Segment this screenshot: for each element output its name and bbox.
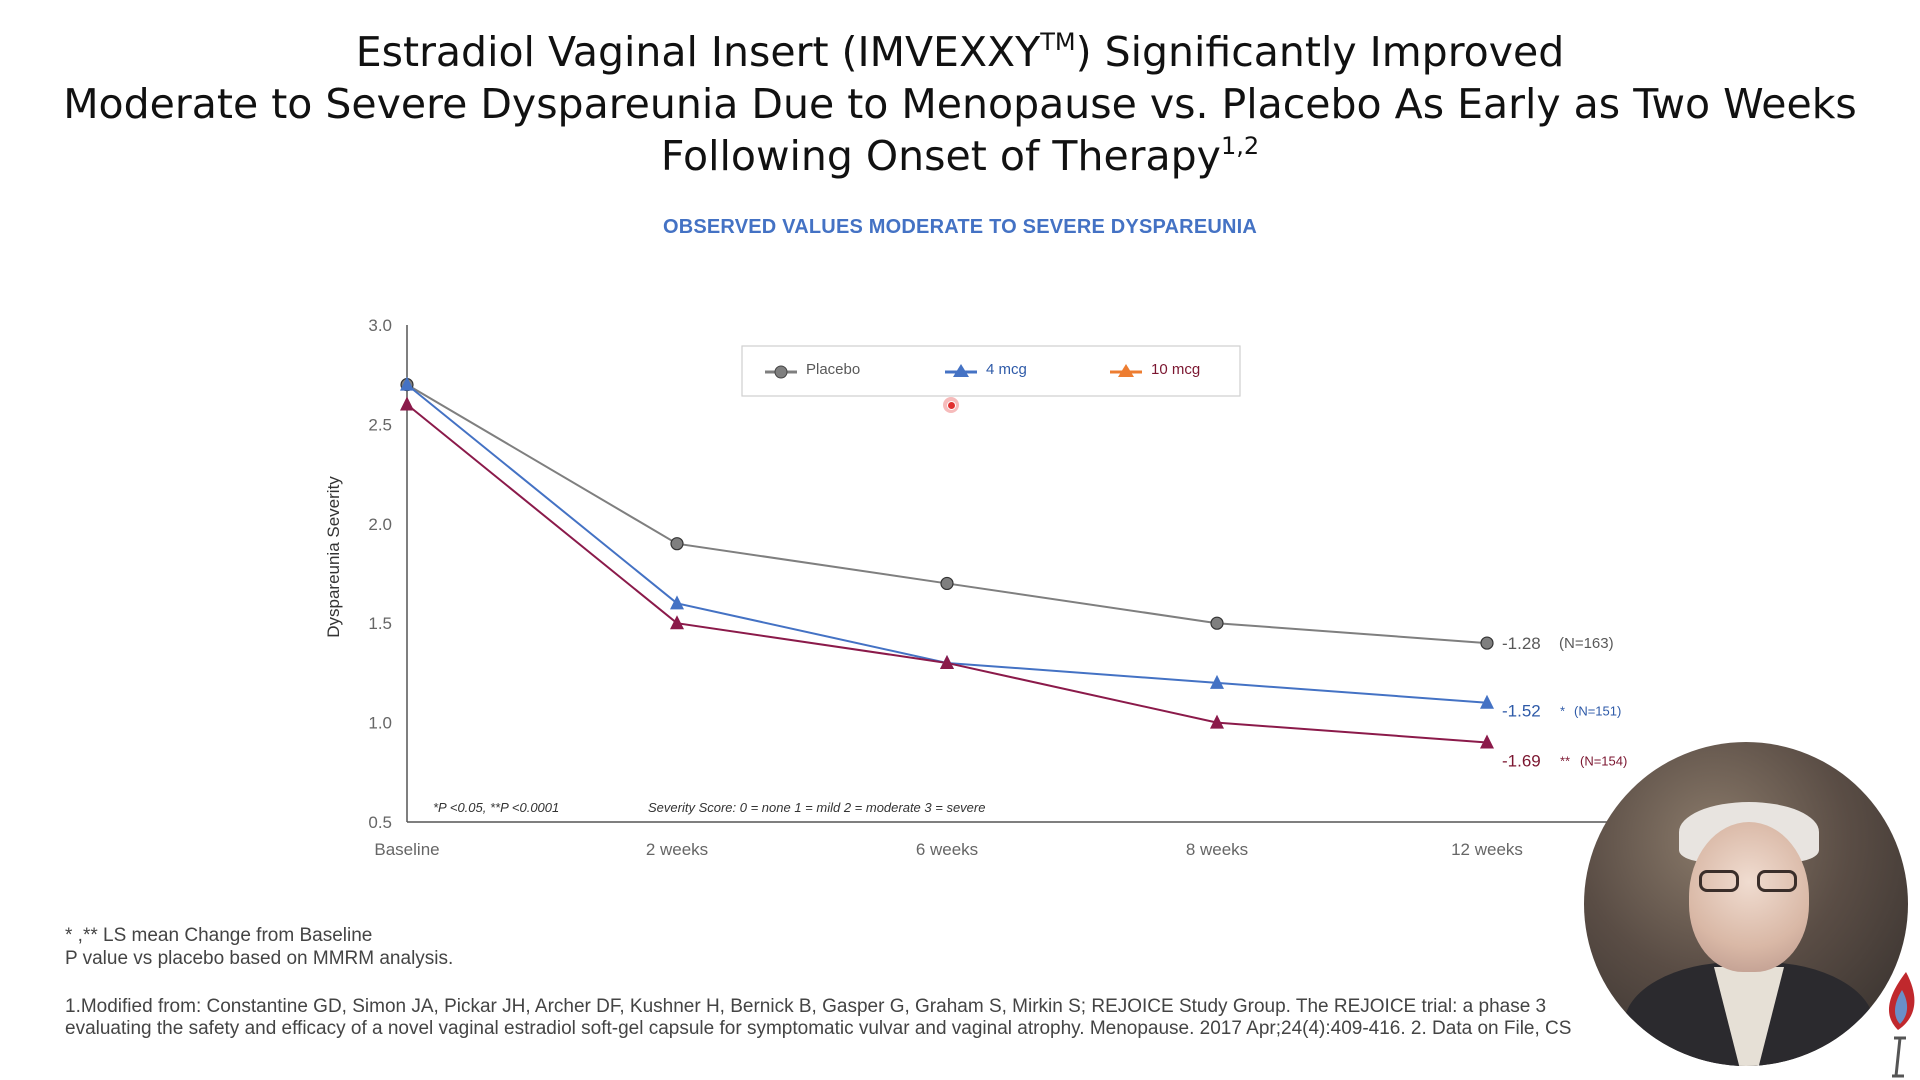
reference-line-1: 1.Modified from: Constantine GD, Simon J… (65, 996, 1547, 1017)
x-tick-label: 6 weeks (916, 840, 978, 859)
end-change-label: -1.52 (1502, 702, 1541, 721)
x-tick-label: 8 weeks (1186, 840, 1248, 859)
reference-line-2: evaluating the safety and efficacy of a … (65, 1018, 1572, 1039)
y-tick-label: 0.5 (368, 813, 392, 832)
end-change-label: -1.69 (1502, 751, 1541, 770)
glasses-icon (1699, 870, 1799, 892)
y-tick-label: 1.0 (368, 714, 392, 733)
data-point (1210, 616, 1224, 630)
y-tick-label: 1.5 (368, 614, 392, 633)
chart-annotation: Severity Score: 0 = none 1 = mild 2 = mo… (648, 800, 985, 815)
title-line-1: Estradiol Vaginal Insert (IMVEXXYTM) Sig… (355, 28, 1565, 76)
legend-marker (953, 364, 969, 377)
footnote-ls-mean: * ,** LS mean Change from Baseline (65, 925, 373, 946)
flame-logo-icon (1888, 972, 1915, 1078)
x-tick-label: 12 weeks (1451, 840, 1523, 859)
chart-annotation: *P <0.05, **P <0.0001 (433, 800, 559, 815)
significance-marker: ** (1560, 753, 1570, 768)
end-change-label: -1.28 (1502, 634, 1541, 653)
y-axis-label: Dyspareunia Severity (324, 476, 343, 638)
legend-box (741, 345, 1241, 397)
slide-title: Estradiol Vaginal Insert (IMVEXXYTM) Sig… (0, 26, 1920, 182)
title-line-3: Following Onset of Therapy1,2 (660, 132, 1260, 180)
legend-label: 4 mcg (986, 361, 1027, 378)
data-point (670, 595, 684, 610)
data-point (670, 615, 684, 630)
data-point (1210, 714, 1224, 729)
title-line-2: Moderate to Severe Dyspareunia Due to Me… (63, 80, 1857, 128)
legend-label: 10 mcg (1151, 361, 1200, 378)
data-point (940, 654, 954, 669)
data-point (400, 396, 414, 411)
data-point (1480, 636, 1494, 650)
y-tick-label: 2.5 (368, 415, 392, 434)
data-point (400, 376, 414, 391)
data-point (670, 537, 684, 551)
n-label: (N=151) (1574, 704, 1621, 719)
presenter-video (1584, 742, 1908, 1066)
x-tick-label: Baseline (374, 840, 439, 859)
n-label: (N=163) (1559, 635, 1614, 652)
chart-title: OBSERVED VALUES MODERATE TO SEVERE DYSPA… (662, 216, 1258, 238)
y-tick-label: 3.0 (368, 316, 392, 335)
data-point (940, 576, 954, 591)
legend-marker (774, 365, 788, 379)
significance-marker: * (1560, 704, 1565, 719)
x-tick-label: 2 weeks (646, 840, 708, 859)
data-point (1480, 734, 1494, 749)
legend-label: Placebo (806, 361, 860, 378)
footnote-p-value: P value vs placebo based on MMRM analysi… (65, 948, 454, 969)
y-tick-label: 2.0 (368, 515, 392, 534)
n-label: (N=154) (1580, 753, 1627, 768)
pointer-indicator (943, 397, 959, 413)
legend-marker (1118, 364, 1134, 377)
series-line (406, 383, 1488, 645)
data-point (1480, 694, 1494, 709)
data-point (1210, 674, 1224, 689)
presenter-face (1689, 822, 1809, 972)
